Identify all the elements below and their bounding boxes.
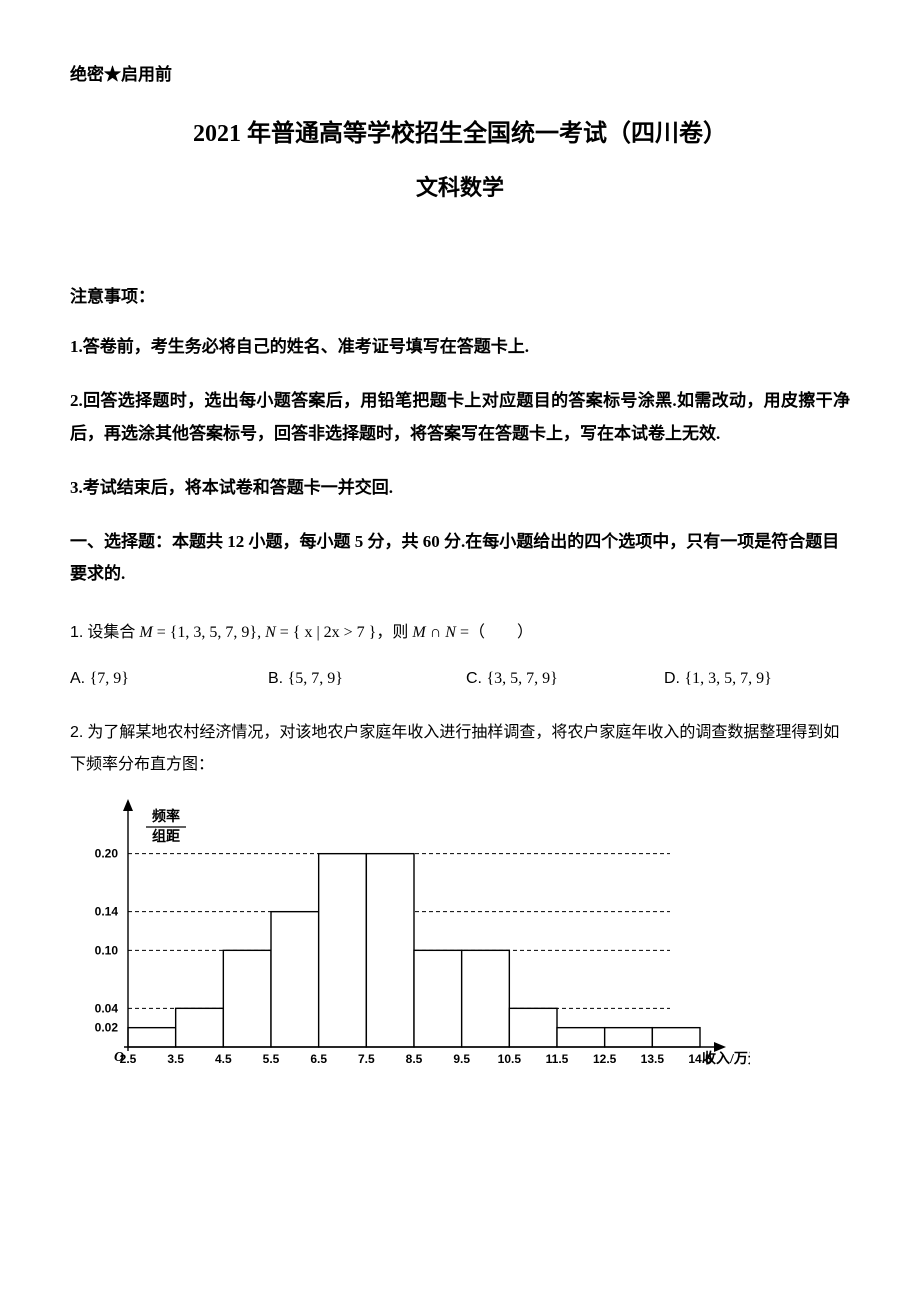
svg-text:12.5: 12.5 bbox=[593, 1052, 617, 1066]
svg-text:3.5: 3.5 bbox=[167, 1052, 184, 1066]
svg-text:0.10: 0.10 bbox=[95, 943, 119, 957]
svg-text:0.04: 0.04 bbox=[95, 1001, 119, 1015]
notice-item-2: 2.回答选择题时，选出每小题答案后，用铅笔把题卡上对应题目的答案标号涂黑.如需改… bbox=[70, 385, 850, 450]
exam-subject: 文科数学 bbox=[70, 170, 850, 202]
svg-text:组距: 组距 bbox=[152, 828, 180, 845]
svg-text:9.5: 9.5 bbox=[453, 1052, 470, 1066]
svg-text:0.20: 0.20 bbox=[95, 846, 119, 860]
confidential-note: 绝密★启用前 bbox=[70, 60, 850, 85]
notice-item-3: 3.考试结束后，将本试卷和答题卡一并交回. bbox=[70, 472, 850, 504]
svg-text:收入/万元: 收入/万元 bbox=[702, 1050, 750, 1067]
section-1-heading: 一、选择题：本题共 12 小题，每小题 5 分，共 60 分.在每小题给出的四个… bbox=[70, 526, 850, 591]
svg-text:5.5: 5.5 bbox=[263, 1052, 280, 1066]
svg-text:O: O bbox=[114, 1050, 124, 1065]
svg-text:8.5: 8.5 bbox=[406, 1052, 423, 1066]
svg-text:0.14: 0.14 bbox=[95, 904, 119, 918]
q1-N-def: = { x | 2x > 7 }，则 bbox=[280, 624, 413, 641]
notice-heading: 注意事项： bbox=[70, 282, 850, 307]
svg-text:10.5: 10.5 bbox=[498, 1052, 522, 1066]
q1-intersect: M ∩ N bbox=[412, 624, 456, 641]
option-D: D. {1, 3, 5, 7, 9} bbox=[664, 663, 862, 695]
histogram-figure: 0.020.040.100.140.202.53.54.55.56.57.58.… bbox=[70, 795, 850, 1085]
svg-text:11.5: 11.5 bbox=[546, 1052, 569, 1066]
svg-text:13.5: 13.5 bbox=[641, 1052, 665, 1066]
question-2-stem: 2. 为了解某地农村经济情况，对该地农户家庭年收入进行抽样调查，将农户家庭年收入… bbox=[70, 717, 850, 781]
question-1-options: A. {7, 9} B. {5, 7, 9} C. {3, 5, 7, 9} D… bbox=[70, 663, 850, 695]
svg-text:7.5: 7.5 bbox=[358, 1052, 375, 1066]
q2-number: 2. bbox=[70, 724, 83, 741]
question-2: 2. 为了解某地农村经济情况，对该地农户家庭年收入进行抽样调查，将农户家庭年收入… bbox=[70, 717, 850, 1085]
q1-N: N bbox=[265, 624, 276, 641]
q1-pre: 设集合 bbox=[87, 624, 139, 641]
option-C: C. {3, 5, 7, 9} bbox=[466, 663, 664, 695]
svg-text:4.5: 4.5 bbox=[215, 1052, 232, 1066]
q1-blank: =（ ） bbox=[460, 624, 533, 641]
q1-M: M bbox=[139, 624, 152, 641]
svg-text:0.02: 0.02 bbox=[95, 1020, 119, 1034]
notice-item-1: 1.答卷前，考生务必将自己的姓名、准考证号填写在答题卡上. bbox=[70, 331, 850, 363]
exam-title: 2021 年普通高等学校招生全国统一考试（四川卷） bbox=[70, 113, 850, 148]
q2-text: 为了解某地农村经济情况，对该地农户家庭年收入进行抽样调查，将农户家庭年收入的调查… bbox=[70, 724, 839, 773]
option-B: B. {5, 7, 9} bbox=[268, 663, 466, 695]
svg-text:6.5: 6.5 bbox=[310, 1052, 327, 1066]
question-1: 1. 设集合 M = {1, 3, 5, 7, 9}, N = { x | 2x… bbox=[70, 617, 850, 695]
option-A: A. {7, 9} bbox=[70, 663, 268, 695]
q1-M-def: = {1, 3, 5, 7, 9}, bbox=[157, 624, 265, 641]
q1-number: 1. bbox=[70, 624, 83, 641]
question-1-stem: 1. 设集合 M = {1, 3, 5, 7, 9}, N = { x | 2x… bbox=[70, 617, 850, 649]
svg-text:频率: 频率 bbox=[152, 808, 180, 825]
